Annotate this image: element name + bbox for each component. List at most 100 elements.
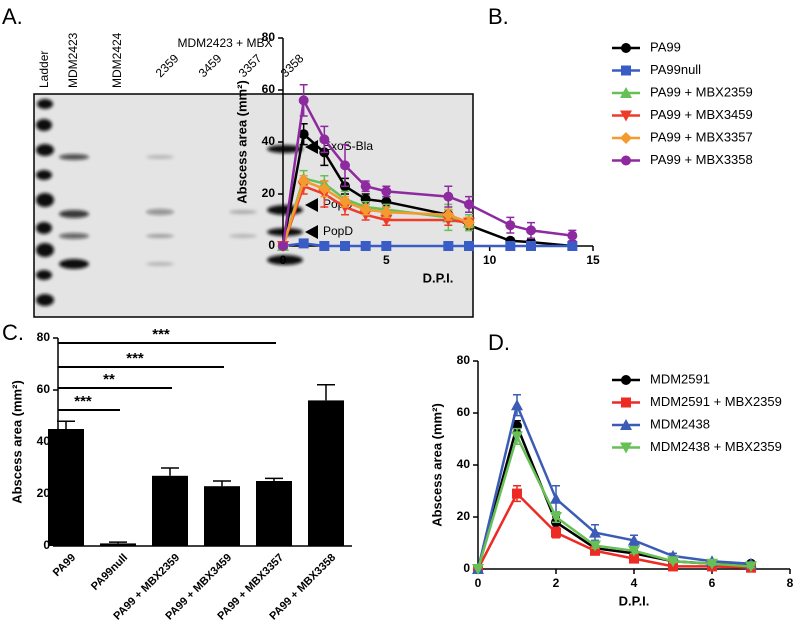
bar [48,429,84,546]
series-line [476,401,752,570]
marker [629,553,639,564]
x-axis-label: D.P.I. [423,270,454,285]
marker [443,191,454,202]
panel-label: A. [2,4,23,29]
y-axis-label: Abscess area (mm²) [9,380,24,504]
legend-label: PA99 + MBX3459 [650,107,753,122]
x-axis-label: D.P.I. [619,593,650,608]
significance-label: *** [74,393,92,410]
y-axis-label: Abscess area (mm²) [234,80,249,204]
error-bar [109,541,127,544]
x-tick-label: 0 [280,253,287,267]
significance-label: *** [152,326,170,343]
panel-label: D. [488,330,510,355]
legend-label: PA99 + MBX2359 [650,84,753,99]
error-bar [161,467,179,476]
series-line [281,184,470,247]
legend-marker [620,442,632,454]
marker [298,95,309,106]
error-bar [213,480,231,487]
y-tick-label: 0 [43,538,50,552]
marker [464,241,474,251]
marker [298,129,309,140]
lane-label: 3459 [196,51,225,80]
marker [380,206,393,219]
marker [526,241,536,251]
marker [318,182,331,195]
marker [512,488,522,499]
marker [589,526,601,538]
marker [526,225,536,236]
legend-marker [620,87,632,98]
error-bar [317,384,335,401]
marker [667,556,679,568]
x-tick-label: 4 [631,576,638,590]
legend-marker [620,110,632,122]
legend-label: PA99 + MBX3357 [650,129,753,144]
x-tick-label: 0 [475,576,482,590]
legend-label: MDM2591 + MBX2359 [650,394,782,409]
band-label: ExoS-Bla [323,139,373,153]
legend-label: MDM2438 + MBX2359 [650,439,782,454]
y-tick-label: 60 [262,82,276,96]
marker [340,160,350,171]
lane-label: Ladder [37,51,51,88]
marker [505,241,516,251]
y-tick-label: 40 [457,457,471,471]
marker [589,540,601,552]
y-tick-label: 80 [457,353,471,367]
band-label: PopD [323,224,353,238]
legend-label: PA99 [650,39,681,54]
marker [567,241,578,251]
legend-label: PA99 + MBX3358 [650,152,753,167]
legend-marker [621,375,631,385]
x-tick-label: PA99 [51,552,78,579]
y-tick-label: 80 [262,30,276,44]
marker [550,512,562,523]
y-tick-label: 60 [37,382,51,396]
error-bar [57,420,75,429]
legend-marker [621,65,631,76]
y-tick-label: 80 [37,330,51,344]
legend-label: MDM2438 [650,416,710,431]
y-tick-label: 20 [262,186,276,200]
marker [319,134,330,145]
legend-marker [620,132,632,144]
panel-label: B. [488,4,509,29]
y-tick-label: 40 [37,434,51,448]
bar [100,543,136,546]
significance-label: ** [103,371,115,388]
bar [204,486,240,546]
legend-label: PA99null [650,62,701,77]
marker [745,561,757,573]
lane-label: MDM2424 [110,32,124,88]
marker [443,241,454,251]
marker [360,241,371,251]
marker [511,431,523,443]
legend-marker [621,155,631,166]
significance-label: *** [126,350,144,367]
x-tick-label: 2 [553,576,560,590]
marker [442,208,455,221]
series-line [476,491,752,570]
panel-label: C. [2,320,24,345]
series-line [476,432,752,570]
lane-label: 3357 [236,51,265,80]
marker [550,492,562,504]
y-axis-label: Abscess area (mm²) [429,403,444,527]
x-tick-label: 5 [383,253,390,267]
marker [319,241,330,251]
y-tick-label: 20 [37,486,51,500]
bar [152,475,188,546]
y-tick-label: 0 [463,561,470,575]
x-tick-label: 6 [709,576,716,590]
legend-marker [621,43,631,53]
marker [463,216,475,229]
marker [551,527,561,538]
marker [464,199,474,210]
bar [308,400,344,546]
marker [381,186,392,197]
marker [628,545,640,557]
marker [359,203,372,216]
